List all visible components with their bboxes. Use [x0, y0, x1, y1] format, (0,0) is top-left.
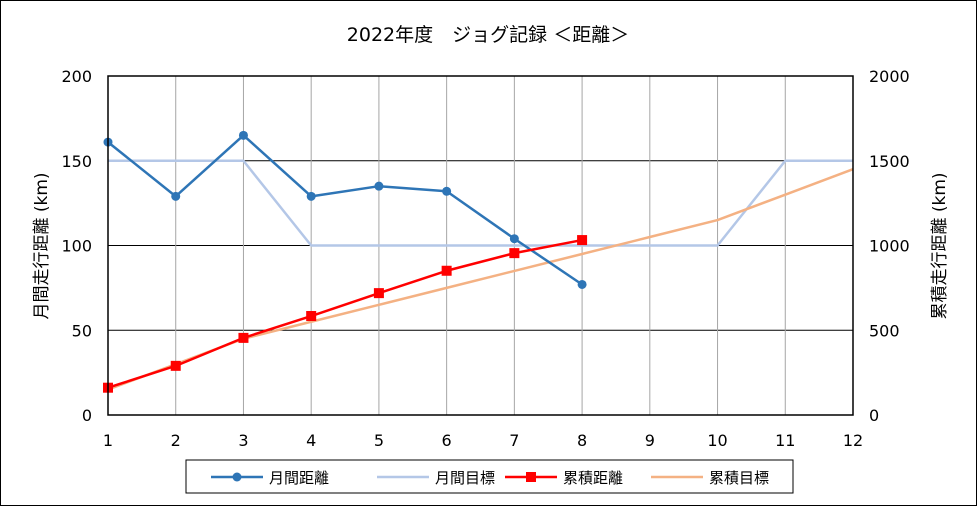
data-point [509, 248, 520, 259]
data-point [306, 311, 317, 322]
y-axis-right-label: 累積走行距離 (km) [930, 172, 950, 319]
data-point [238, 332, 249, 343]
x-tick-label: 2 [171, 431, 181, 450]
legend-marker [526, 472, 536, 482]
legend-label: 月間距離 [269, 469, 329, 487]
legend-label: 累積目標 [709, 469, 769, 487]
series-line [107, 168, 854, 391]
x-tick-label: 10 [707, 431, 727, 450]
data-point [442, 186, 452, 196]
data-point [373, 288, 384, 299]
y-left-tick-label: 200 [61, 67, 92, 86]
y-axis-left-label: 月間走行距離 (km) [32, 172, 52, 319]
legend-label: 月間目標 [435, 469, 495, 487]
y-right-tick-label: 1500 [869, 152, 910, 171]
legend: 月間距離 月間目標 累積距離 累積目標 [185, 459, 794, 494]
data-point [577, 279, 587, 289]
y-left-tick-label: 150 [61, 152, 92, 171]
x-tick-label: 8 [577, 431, 587, 450]
plot-area-border [107, 75, 854, 416]
y-right-tick-label: 2000 [869, 67, 910, 86]
data-point [170, 360, 181, 371]
x-tick-label: 3 [238, 431, 248, 450]
legend-label: 累積距離 [563, 469, 623, 487]
y-left-tick-label: 0 [82, 406, 92, 425]
data-point [577, 235, 588, 246]
y-right-tick-label: 0 [869, 406, 879, 425]
data-point [306, 191, 316, 201]
y-left-tick-label: 50 [72, 321, 92, 340]
y-right-tick-label: 1000 [869, 237, 910, 256]
series-line [108, 159, 853, 247]
x-tick-label: 4 [306, 431, 316, 450]
data-point [171, 191, 181, 201]
chart-title: 2022年度 ジョグ記録 ＜距離＞ [347, 24, 629, 46]
legend-marker [232, 472, 242, 482]
x-tick-label: 9 [645, 431, 655, 450]
series-layer [103, 130, 854, 393]
x-tick-label: 7 [509, 431, 519, 450]
series-line [107, 238, 583, 389]
series-line [107, 134, 583, 286]
y-right-tick-label: 500 [869, 321, 900, 340]
y-left-tick-label: 100 [61, 237, 92, 256]
x-tick-label: 5 [374, 431, 384, 450]
x-tick-label: 6 [442, 431, 452, 450]
data-point [509, 234, 519, 244]
data-point [441, 265, 452, 276]
x-tick-label: 11 [775, 431, 795, 450]
x-tick-label: 12 [843, 431, 863, 450]
data-point [374, 181, 384, 191]
data-point [238, 130, 248, 140]
x-tick-label: 1 [103, 431, 113, 450]
